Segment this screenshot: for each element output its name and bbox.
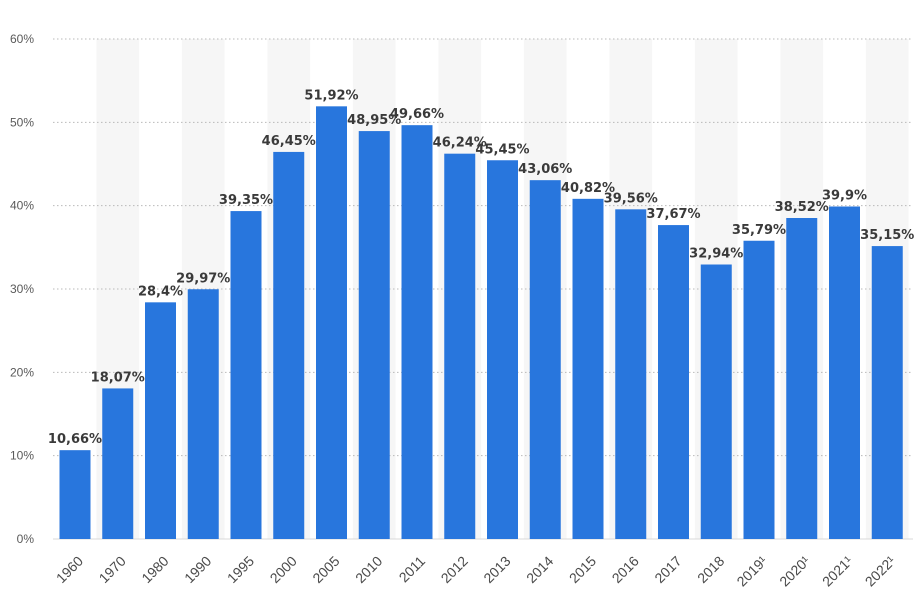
data-label: 48,95% (347, 113, 401, 128)
data-label: 51,92% (304, 88, 358, 103)
bars (59, 106, 903, 540)
x-tick-label: 2014 (523, 553, 556, 586)
y-tick-label: 40% (10, 199, 34, 213)
data-label: 49,66% (390, 107, 444, 122)
x-tick-label: 2013 (480, 553, 513, 586)
x-tick-label: 2015 (566, 553, 599, 586)
bar (615, 209, 647, 539)
data-label: 46,24% (433, 136, 487, 151)
data-label: 18,07% (91, 370, 145, 385)
data-label: 28,4% (138, 284, 183, 299)
bar (316, 106, 347, 539)
x-tick-label: 2000 (267, 553, 300, 586)
x-tick-label: 2020¹ (776, 553, 813, 590)
bar (700, 264, 732, 539)
data-label: 29,97% (176, 271, 230, 286)
bar (572, 198, 604, 539)
x-tick-label: 1980 (138, 553, 171, 586)
y-tick-label: 30% (10, 282, 34, 296)
bar (102, 388, 134, 539)
x-tick-label: 2021¹ (819, 553, 856, 590)
x-tick-label: 2012 (438, 553, 471, 586)
bar (358, 131, 390, 539)
y-tick-label: 20% (10, 365, 34, 379)
bar (145, 302, 176, 539)
data-label: 32,94% (689, 247, 743, 262)
x-tick-label: 1960 (53, 553, 86, 586)
bar (444, 153, 476, 540)
x-axis-ticks: 1960 1970 1980 1990 1995 2000 2005 2010 2011 2012… (53, 553, 899, 590)
bar (187, 289, 219, 539)
bar (401, 125, 433, 540)
data-label: 39,35% (219, 193, 273, 208)
data-labels: 10,66% 18,07% 28,4%29,97% 39,35% 46,45% 51,92… (48, 88, 914, 447)
bar (230, 211, 262, 539)
bar (829, 206, 860, 539)
y-tick-label: 10% (10, 449, 34, 463)
x-tick-label: 1990 (181, 553, 214, 586)
data-label: 10,66% (48, 432, 102, 447)
data-label: 39,9% (822, 189, 867, 204)
bar (273, 151, 305, 540)
x-tick-label: 2010 (352, 553, 385, 586)
data-label: 43,06% (518, 162, 572, 177)
x-tick-label: 2011 (396, 553, 429, 586)
bar (529, 180, 561, 540)
y-tick-label: 0% (17, 532, 35, 546)
x-tick-label: 2017 (651, 553, 684, 586)
data-label: 39,56% (604, 191, 658, 206)
y-tick-label: 60% (10, 32, 34, 46)
data-label: 40,82% (561, 181, 615, 196)
data-label: 45,45% (475, 142, 529, 157)
data-label: 37,67% (646, 207, 700, 222)
y-tick-label: 50% (10, 115, 34, 129)
bar (786, 218, 818, 539)
data-label: 38,52% (775, 200, 829, 215)
bar (743, 240, 775, 539)
y-axis-ticks: 0% 10% 20% 30% 40% 50% 60% (10, 32, 34, 546)
x-tick-label: 1995 (224, 553, 257, 586)
data-label: 35,15% (860, 228, 914, 243)
bar (59, 450, 91, 539)
data-label: 46,45% (262, 134, 316, 149)
x-tick-label: 2019¹ (733, 553, 770, 590)
x-tick-label: 2022¹ (862, 553, 899, 590)
x-tick-label: 2018 (694, 553, 727, 586)
x-tick-label: 2016 (609, 553, 642, 586)
bar (487, 160, 518, 539)
data-label: 35,79% (732, 223, 786, 238)
x-tick-label: 2005 (309, 553, 342, 586)
bar (658, 225, 689, 539)
bar (871, 246, 903, 539)
x-tick-label: 1970 (96, 553, 129, 586)
